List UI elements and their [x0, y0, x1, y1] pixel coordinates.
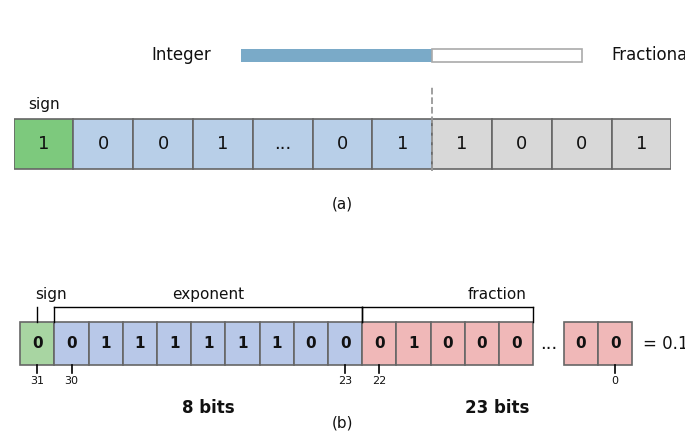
- Text: fraction: fraction: [468, 288, 527, 302]
- Bar: [134, 119, 193, 169]
- Text: sign: sign: [35, 288, 67, 302]
- Text: 1: 1: [271, 336, 282, 351]
- Text: 30: 30: [64, 376, 79, 386]
- Bar: [397, 323, 431, 365]
- Bar: [328, 323, 362, 365]
- Text: 23 bits: 23 bits: [465, 399, 530, 417]
- Text: 0: 0: [516, 135, 527, 153]
- Bar: [432, 119, 492, 169]
- Text: Fractional: Fractional: [612, 46, 685, 64]
- Bar: [241, 49, 432, 62]
- Bar: [431, 323, 465, 365]
- Text: sign: sign: [28, 97, 60, 112]
- Bar: [88, 323, 123, 365]
- Text: 0: 0: [340, 336, 351, 351]
- Bar: [465, 323, 499, 365]
- Bar: [432, 49, 582, 62]
- Text: 1: 1: [456, 135, 468, 153]
- Text: 0: 0: [337, 135, 348, 153]
- Bar: [373, 119, 432, 169]
- Text: 0: 0: [477, 336, 487, 351]
- Bar: [564, 323, 598, 365]
- Text: ...: ...: [540, 335, 558, 353]
- Bar: [157, 323, 191, 365]
- Text: 0: 0: [511, 336, 521, 351]
- Text: 0: 0: [158, 135, 169, 153]
- Text: 1: 1: [408, 336, 419, 351]
- Text: 1: 1: [636, 135, 647, 153]
- Text: 0: 0: [575, 336, 586, 351]
- Text: 31: 31: [30, 376, 45, 386]
- Text: 0: 0: [610, 336, 621, 351]
- Text: 1: 1: [101, 336, 111, 351]
- Text: 1: 1: [217, 135, 229, 153]
- Bar: [499, 323, 533, 365]
- Bar: [551, 119, 612, 169]
- Bar: [598, 323, 632, 365]
- Text: 1: 1: [169, 336, 179, 351]
- Bar: [312, 119, 373, 169]
- Text: 8 bits: 8 bits: [182, 399, 235, 417]
- Text: Integer: Integer: [151, 46, 211, 64]
- Bar: [73, 119, 134, 169]
- Text: 0: 0: [612, 376, 619, 386]
- Text: ...: ...: [274, 135, 291, 153]
- Text: 0: 0: [443, 336, 453, 351]
- Text: 1: 1: [135, 336, 145, 351]
- Bar: [225, 323, 260, 365]
- Bar: [253, 119, 312, 169]
- Text: 23: 23: [338, 376, 352, 386]
- Bar: [362, 323, 397, 365]
- Text: 1: 1: [38, 135, 49, 153]
- Text: 0: 0: [66, 336, 77, 351]
- Text: 0: 0: [32, 336, 42, 351]
- Bar: [294, 323, 328, 365]
- Text: 1: 1: [203, 336, 214, 351]
- Bar: [492, 119, 551, 169]
- Text: 0: 0: [576, 135, 587, 153]
- Bar: [191, 323, 225, 365]
- Text: (b): (b): [332, 416, 353, 430]
- Bar: [260, 323, 294, 365]
- Text: = 0.156: = 0.156: [643, 335, 685, 353]
- Text: 1: 1: [237, 336, 248, 351]
- Bar: [193, 119, 253, 169]
- Text: 22: 22: [372, 376, 386, 386]
- Bar: [14, 119, 73, 169]
- Text: 1: 1: [397, 135, 408, 153]
- Text: 0: 0: [374, 336, 385, 351]
- Text: 0: 0: [98, 135, 109, 153]
- Text: exponent: exponent: [173, 288, 245, 302]
- Text: (a): (a): [332, 197, 353, 212]
- Bar: [55, 323, 88, 365]
- Bar: [123, 323, 157, 365]
- Bar: [612, 119, 671, 169]
- Text: 0: 0: [306, 336, 316, 351]
- Bar: [21, 323, 55, 365]
